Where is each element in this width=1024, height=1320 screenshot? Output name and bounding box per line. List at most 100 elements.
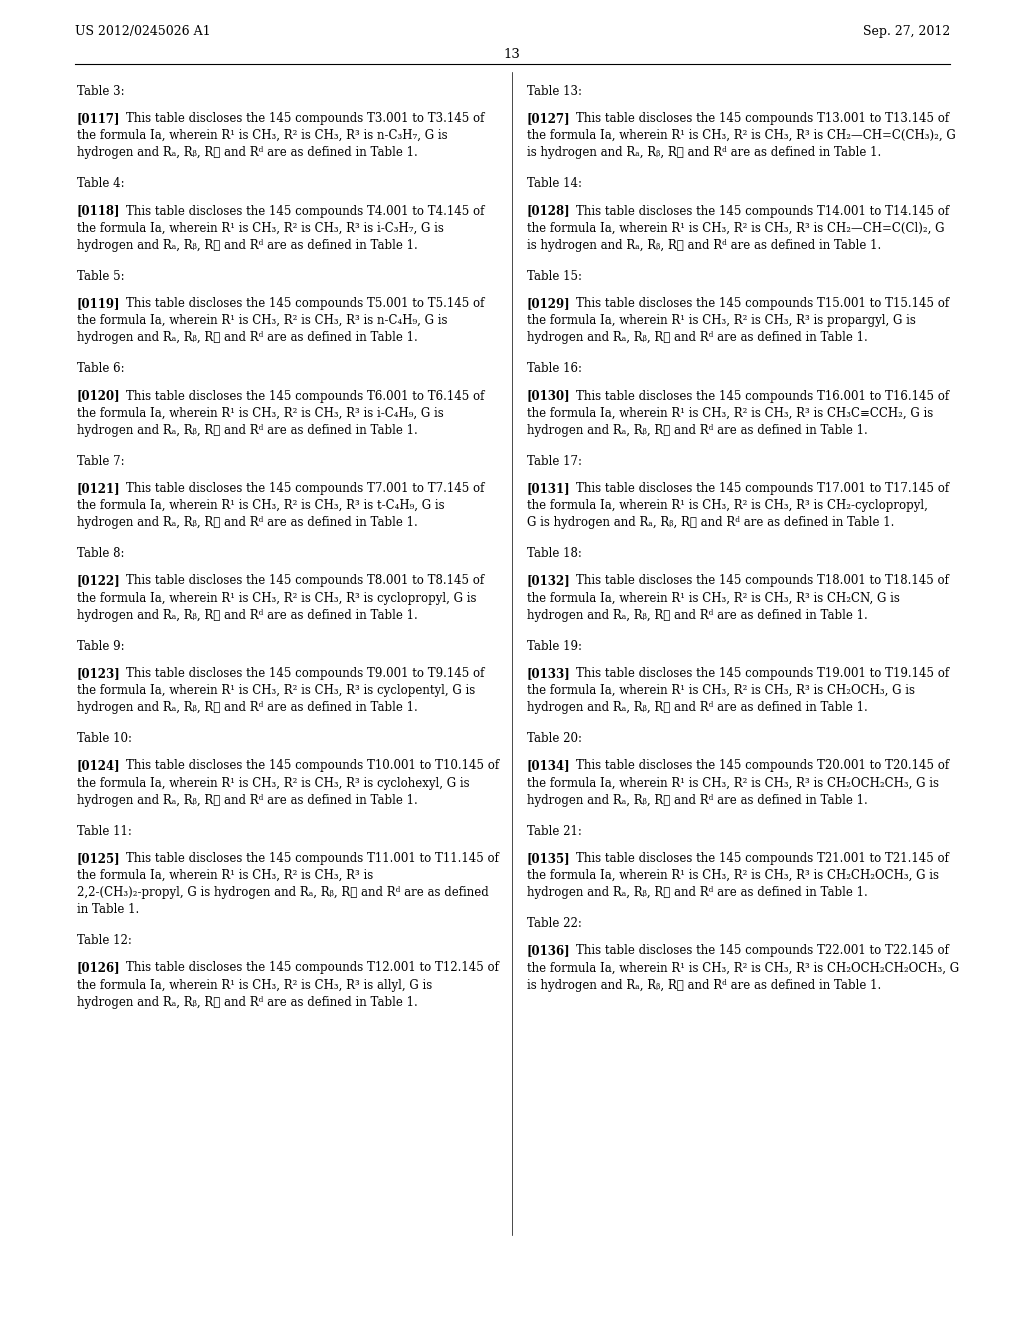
Text: Table 13:: Table 13: bbox=[527, 84, 582, 98]
Text: hydrogen and Rₐ, Rᵦ, R꜀ and Rᵈ are as defined in Table 1.: hydrogen and Rₐ, Rᵦ, R꜀ and Rᵈ are as de… bbox=[527, 793, 867, 807]
Text: hydrogen and Rₐ, Rᵦ, R꜀ and Rᵈ are as defined in Table 1.: hydrogen and Rₐ, Rᵦ, R꜀ and Rᵈ are as de… bbox=[77, 331, 418, 345]
Text: [0129]: [0129] bbox=[527, 297, 570, 310]
Text: This table discloses the 145 compounds T8.001 to T8.145 of: This table discloses the 145 compounds T… bbox=[126, 574, 484, 587]
Text: Table 5:: Table 5: bbox=[77, 271, 125, 282]
Text: [0132]: [0132] bbox=[527, 574, 570, 587]
Text: [0126]: [0126] bbox=[77, 961, 121, 974]
Text: hydrogen and Rₐ, Rᵦ, R꜀ and Rᵈ are as defined in Table 1.: hydrogen and Rₐ, Rᵦ, R꜀ and Rᵈ are as de… bbox=[77, 239, 418, 252]
Text: This table discloses the 145 compounds T17.001 to T17.145 of: This table discloses the 145 compounds T… bbox=[575, 482, 949, 495]
Text: [0117]: [0117] bbox=[77, 112, 121, 125]
Text: This table discloses the 145 compounds T14.001 to T14.145 of: This table discloses the 145 compounds T… bbox=[575, 205, 949, 218]
Text: [0125]: [0125] bbox=[77, 851, 121, 865]
Text: This table discloses the 145 compounds T21.001 to T21.145 of: This table discloses the 145 compounds T… bbox=[575, 851, 949, 865]
Text: Table 6:: Table 6: bbox=[77, 363, 125, 375]
Text: This table discloses the 145 compounds T18.001 to T18.145 of: This table discloses the 145 compounds T… bbox=[575, 574, 949, 587]
Text: Table 7:: Table 7: bbox=[77, 455, 125, 467]
Text: This table discloses the 145 compounds T22.001 to T22.145 of: This table discloses the 145 compounds T… bbox=[575, 944, 949, 957]
Text: Table 20:: Table 20: bbox=[527, 733, 582, 746]
Text: is hydrogen and Rₐ, Rᵦ, R꜀ and Rᵈ are as defined in Table 1.: is hydrogen and Rₐ, Rᵦ, R꜀ and Rᵈ are as… bbox=[527, 978, 882, 991]
Text: This table discloses the 145 compounds T19.001 to T19.145 of: This table discloses the 145 compounds T… bbox=[575, 667, 949, 680]
Text: [0136]: [0136] bbox=[527, 944, 570, 957]
Text: Table 12:: Table 12: bbox=[77, 935, 132, 948]
Text: the formula Ia, wherein R¹ is CH₃, R² is CH₃, R³ is t-C₄H₉, G is: the formula Ia, wherein R¹ is CH₃, R² is… bbox=[77, 499, 444, 512]
Text: the formula Ia, wherein R¹ is CH₃, R² is CH₃, R³ is cyclopropyl, G is: the formula Ia, wherein R¹ is CH₃, R² is… bbox=[77, 591, 476, 605]
Text: hydrogen and Rₐ, Rᵦ, R꜀ and Rᵈ are as defined in Table 1.: hydrogen and Rₐ, Rᵦ, R꜀ and Rᵈ are as de… bbox=[77, 609, 418, 622]
Text: the formula Ia, wherein R¹ is CH₃, R² is CH₃, R³ is CH₃C≡CCH₂, G is: the formula Ia, wherein R¹ is CH₃, R² is… bbox=[527, 407, 933, 420]
Text: the formula Ia, wherein R¹ is CH₃, R² is CH₃, R³ is CH₂—CH=C(Cl)₂, G: the formula Ia, wherein R¹ is CH₃, R² is… bbox=[527, 222, 944, 235]
Text: the formula Ia, wherein R¹ is CH₃, R² is CH₃, R³ is n-C₃H₇, G is: the formula Ia, wherein R¹ is CH₃, R² is… bbox=[77, 129, 447, 143]
Text: [0135]: [0135] bbox=[527, 851, 570, 865]
Text: This table discloses the 145 compounds T9.001 to T9.145 of: This table discloses the 145 compounds T… bbox=[126, 667, 484, 680]
Text: hydrogen and Rₐ, Rᵦ, R꜀ and Rᵈ are as defined in Table 1.: hydrogen and Rₐ, Rᵦ, R꜀ and Rᵈ are as de… bbox=[77, 701, 418, 714]
Text: Table 11:: Table 11: bbox=[77, 825, 132, 838]
Text: the formula Ia, wherein R¹ is CH₃, R² is CH₃, R³ is CH₂OCH₃, G is: the formula Ia, wherein R¹ is CH₃, R² is… bbox=[527, 684, 915, 697]
Text: Table 21:: Table 21: bbox=[527, 825, 582, 838]
Text: G is hydrogen and Rₐ, Rᵦ, R꜀ and Rᵈ are as defined in Table 1.: G is hydrogen and Rₐ, Rᵦ, R꜀ and Rᵈ are … bbox=[527, 516, 894, 529]
Text: the formula Ia, wherein R¹ is CH₃, R² is CH₃, R³ is propargyl, G is: the formula Ia, wherein R¹ is CH₃, R² is… bbox=[527, 314, 915, 327]
Text: This table discloses the 145 compounds T12.001 to T12.145 of: This table discloses the 145 compounds T… bbox=[126, 961, 499, 974]
Text: is hydrogen and Rₐ, Rᵦ, R꜀ and Rᵈ are as defined in Table 1.: is hydrogen and Rₐ, Rᵦ, R꜀ and Rᵈ are as… bbox=[527, 147, 882, 160]
Text: This table discloses the 145 compounds T3.001 to T3.145 of: This table discloses the 145 compounds T… bbox=[126, 112, 484, 125]
Text: This table discloses the 145 compounds T10.001 to T10.145 of: This table discloses the 145 compounds T… bbox=[126, 759, 499, 772]
Text: hydrogen and Rₐ, Rᵦ, R꜀ and Rᵈ are as defined in Table 1.: hydrogen and Rₐ, Rᵦ, R꜀ and Rᵈ are as de… bbox=[77, 424, 418, 437]
Text: the formula Ia, wherein R¹ is CH₃, R² is CH₃, R³ is CH₂-cyclopropyl,: the formula Ia, wherein R¹ is CH₃, R² is… bbox=[527, 499, 928, 512]
Text: Sep. 27, 2012: Sep. 27, 2012 bbox=[863, 25, 950, 38]
Text: hydrogen and Rₐ, Rᵦ, R꜀ and Rᵈ are as defined in Table 1.: hydrogen and Rₐ, Rᵦ, R꜀ and Rᵈ are as de… bbox=[527, 424, 867, 437]
Text: Table 10:: Table 10: bbox=[77, 733, 132, 746]
Text: the formula Ia, wherein R¹ is CH₃, R² is CH₃, R³ is cyclopentyl, G is: the formula Ia, wherein R¹ is CH₃, R² is… bbox=[77, 684, 475, 697]
Text: [0124]: [0124] bbox=[77, 759, 121, 772]
Text: 2,2-(CH₃)₂-propyl, G is hydrogen and Rₐ, Rᵦ, R꜀ and Rᵈ are as defined: 2,2-(CH₃)₂-propyl, G is hydrogen and Rₐ,… bbox=[77, 886, 488, 899]
Text: This table discloses the 145 compounds T20.001 to T20.145 of: This table discloses the 145 compounds T… bbox=[575, 759, 949, 772]
Text: the formula Ia, wherein R¹ is CH₃, R² is CH₃, R³ is CH₂OCH₂CH₃, G is: the formula Ia, wherein R¹ is CH₃, R² is… bbox=[527, 776, 939, 789]
Text: [0123]: [0123] bbox=[77, 667, 121, 680]
Text: Table 8:: Table 8: bbox=[77, 548, 125, 561]
Text: the formula Ia, wherein R¹ is CH₃, R² is CH₃, R³ is CH₂CN, G is: the formula Ia, wherein R¹ is CH₃, R² is… bbox=[527, 591, 900, 605]
Text: This table discloses the 145 compounds T4.001 to T4.145 of: This table discloses the 145 compounds T… bbox=[126, 205, 484, 218]
Text: is hydrogen and Rₐ, Rᵦ, R꜀ and Rᵈ are as defined in Table 1.: is hydrogen and Rₐ, Rᵦ, R꜀ and Rᵈ are as… bbox=[527, 239, 882, 252]
Text: Table 16:: Table 16: bbox=[527, 363, 582, 375]
Text: [0131]: [0131] bbox=[527, 482, 570, 495]
Text: [0127]: [0127] bbox=[527, 112, 570, 125]
Text: US 2012/0245026 A1: US 2012/0245026 A1 bbox=[75, 25, 211, 38]
Text: [0133]: [0133] bbox=[527, 667, 570, 680]
Text: the formula Ia, wherein R¹ is CH₃, R² is CH₃, R³ is CH₂—CH=C(CH₃)₂, G: the formula Ia, wherein R¹ is CH₃, R² is… bbox=[527, 129, 955, 143]
Text: [0134]: [0134] bbox=[527, 759, 570, 772]
Text: [0118]: [0118] bbox=[77, 205, 121, 218]
Text: Table 19:: Table 19: bbox=[527, 640, 582, 653]
Text: This table discloses the 145 compounds T11.001 to T11.145 of: This table discloses the 145 compounds T… bbox=[126, 851, 499, 865]
Text: in Table 1.: in Table 1. bbox=[77, 903, 139, 916]
Text: This table discloses the 145 compounds T16.001 to T16.145 of: This table discloses the 145 compounds T… bbox=[575, 389, 949, 403]
Text: Table 3:: Table 3: bbox=[77, 84, 125, 98]
Text: This table discloses the 145 compounds T5.001 to T5.145 of: This table discloses the 145 compounds T… bbox=[126, 297, 484, 310]
Text: Table 17:: Table 17: bbox=[527, 455, 582, 467]
Text: the formula Ia, wherein R¹ is CH₃, R² is CH₃, R³ is i-C₄H₉, G is: the formula Ia, wherein R¹ is CH₃, R² is… bbox=[77, 407, 443, 420]
Text: [0120]: [0120] bbox=[77, 389, 121, 403]
Text: hydrogen and Rₐ, Rᵦ, R꜀ and Rᵈ are as defined in Table 1.: hydrogen and Rₐ, Rᵦ, R꜀ and Rᵈ are as de… bbox=[77, 516, 418, 529]
Text: [0119]: [0119] bbox=[77, 297, 121, 310]
Text: This table discloses the 145 compounds T15.001 to T15.145 of: This table discloses the 145 compounds T… bbox=[575, 297, 949, 310]
Text: Table 4:: Table 4: bbox=[77, 177, 125, 190]
Text: Table 14:: Table 14: bbox=[527, 177, 582, 190]
Text: hydrogen and Rₐ, Rᵦ, R꜀ and Rᵈ are as defined in Table 1.: hydrogen and Rₐ, Rᵦ, R꜀ and Rᵈ are as de… bbox=[77, 793, 418, 807]
Text: This table discloses the 145 compounds T7.001 to T7.145 of: This table discloses the 145 compounds T… bbox=[126, 482, 484, 495]
Text: the formula Ia, wherein R¹ is CH₃, R² is CH₃, R³ is: the formula Ia, wherein R¹ is CH₃, R² is… bbox=[77, 869, 374, 882]
Text: [0130]: [0130] bbox=[527, 389, 570, 403]
Text: This table discloses the 145 compounds T13.001 to T13.145 of: This table discloses the 145 compounds T… bbox=[575, 112, 949, 125]
Text: 13: 13 bbox=[504, 48, 520, 61]
Text: hydrogen and Rₐ, Rᵦ, R꜀ and Rᵈ are as defined in Table 1.: hydrogen and Rₐ, Rᵦ, R꜀ and Rᵈ are as de… bbox=[527, 609, 867, 622]
Text: Table 22:: Table 22: bbox=[527, 917, 582, 931]
Text: Table 15:: Table 15: bbox=[527, 271, 582, 282]
Text: the formula Ia, wherein R¹ is CH₃, R² is CH₃, R³ is i-C₃H₇, G is: the formula Ia, wherein R¹ is CH₃, R² is… bbox=[77, 222, 443, 235]
Text: the formula Ia, wherein R¹ is CH₃, R² is CH₃, R³ is n-C₄H₉, G is: the formula Ia, wherein R¹ is CH₃, R² is… bbox=[77, 314, 447, 327]
Text: hydrogen and Rₐ, Rᵦ, R꜀ and Rᵈ are as defined in Table 1.: hydrogen and Rₐ, Rᵦ, R꜀ and Rᵈ are as de… bbox=[527, 701, 867, 714]
Text: the formula Ia, wherein R¹ is CH₃, R² is CH₃, R³ is cyclohexyl, G is: the formula Ia, wherein R¹ is CH₃, R² is… bbox=[77, 776, 470, 789]
Text: the formula Ia, wherein R¹ is CH₃, R² is CH₃, R³ is allyl, G is: the formula Ia, wherein R¹ is CH₃, R² is… bbox=[77, 978, 432, 991]
Text: [0121]: [0121] bbox=[77, 482, 121, 495]
Text: hydrogen and Rₐ, Rᵦ, R꜀ and Rᵈ are as defined in Table 1.: hydrogen and Rₐ, Rᵦ, R꜀ and Rᵈ are as de… bbox=[527, 886, 867, 899]
Text: [0122]: [0122] bbox=[77, 574, 121, 587]
Text: hydrogen and Rₐ, Rᵦ, R꜀ and Rᵈ are as defined in Table 1.: hydrogen and Rₐ, Rᵦ, R꜀ and Rᵈ are as de… bbox=[77, 995, 418, 1008]
Text: This table discloses the 145 compounds T6.001 to T6.145 of: This table discloses the 145 compounds T… bbox=[126, 389, 484, 403]
Text: Table 9:: Table 9: bbox=[77, 640, 125, 653]
Text: hydrogen and Rₐ, Rᵦ, R꜀ and Rᵈ are as defined in Table 1.: hydrogen and Rₐ, Rᵦ, R꜀ and Rᵈ are as de… bbox=[77, 147, 418, 160]
Text: the formula Ia, wherein R¹ is CH₃, R² is CH₃, R³ is CH₂OCH₂CH₂OCH₃, G: the formula Ia, wherein R¹ is CH₃, R² is… bbox=[527, 961, 959, 974]
